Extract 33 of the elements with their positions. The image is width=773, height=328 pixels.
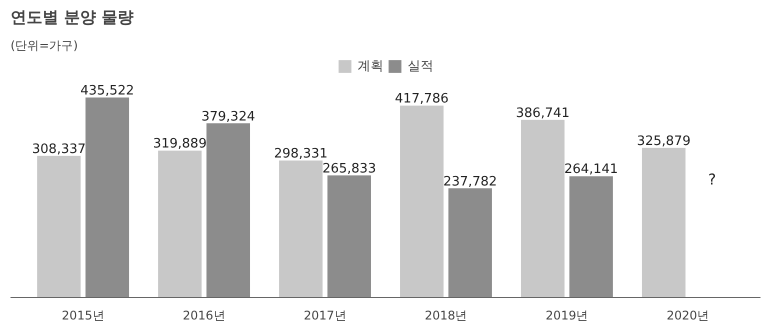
data-label: 379,324 bbox=[201, 109, 256, 124]
bar bbox=[642, 148, 686, 298]
x-tick-label: 2016년 bbox=[182, 308, 226, 322]
x-tick-label: 2020년 bbox=[666, 308, 710, 322]
data-label: 264,141 bbox=[564, 162, 618, 178]
bar bbox=[206, 123, 250, 298]
annotation: ? bbox=[708, 170, 716, 188]
legend-label: 계획 bbox=[358, 58, 384, 75]
bar bbox=[86, 98, 130, 298]
data-label: 417,786 bbox=[394, 92, 449, 107]
data-label: 325,879 bbox=[636, 134, 691, 149]
chart-title: 연도별 분양 물량 bbox=[10, 8, 134, 26]
bar bbox=[327, 175, 371, 298]
legend-label: 실적 bbox=[408, 58, 434, 75]
bar bbox=[520, 120, 565, 298]
data-label: 386,741 bbox=[516, 106, 570, 121]
bar bbox=[37, 156, 81, 298]
bar bbox=[158, 150, 202, 298]
chart-subtitle: (단위=가구) bbox=[10, 38, 78, 52]
x-tick-label: 2019년 bbox=[546, 308, 588, 322]
data-label: 298,331 bbox=[274, 146, 328, 162]
bar bbox=[400, 106, 444, 298]
bar bbox=[448, 188, 492, 298]
bar bbox=[569, 176, 613, 298]
x-tick-label: 2015년 bbox=[62, 308, 104, 322]
bar bbox=[279, 160, 323, 298]
x-tick-label: 2018년 bbox=[424, 308, 468, 322]
data-label: 308,337 bbox=[32, 142, 86, 157]
data-label: 265,833 bbox=[322, 161, 376, 176]
data-label: 237,782 bbox=[443, 174, 498, 190]
data-label: 435,522 bbox=[80, 84, 134, 98]
x-tick-label: 2017년 bbox=[304, 308, 346, 322]
data-label: 319,889 bbox=[152, 136, 207, 152]
